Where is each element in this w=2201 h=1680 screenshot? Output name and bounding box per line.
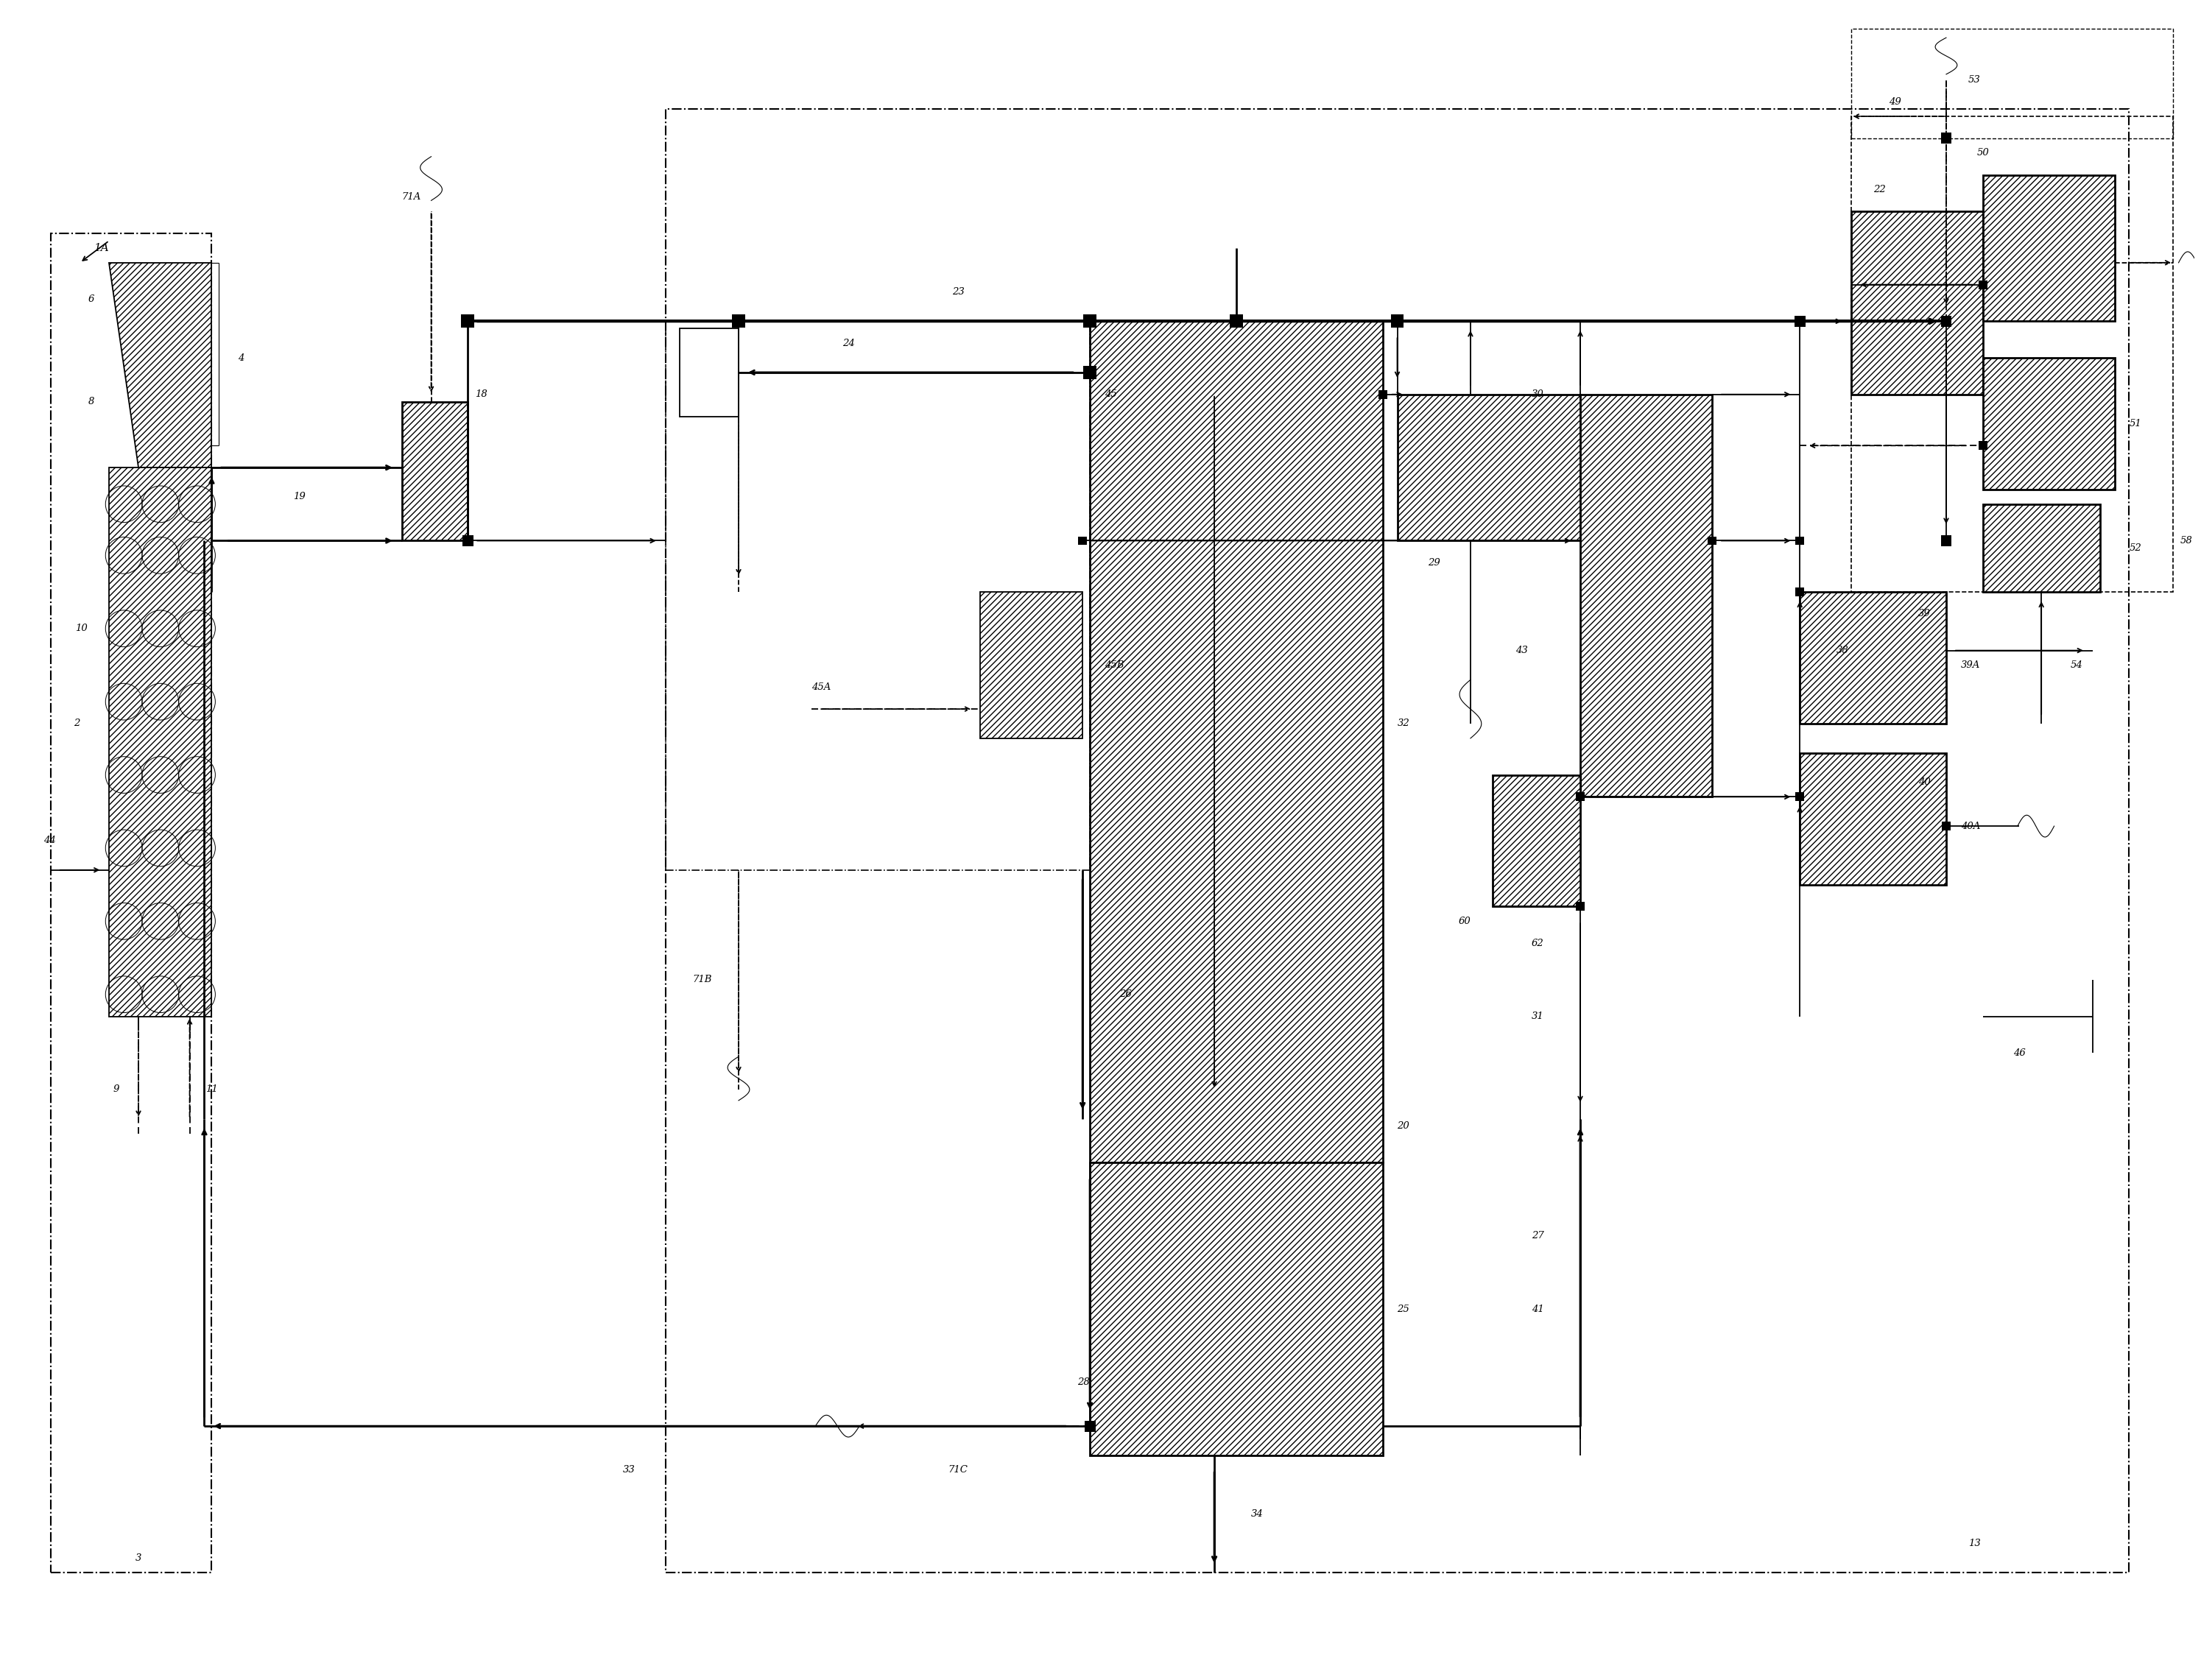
- Text: 9: 9: [114, 1085, 119, 1094]
- Text: 45B: 45B: [1105, 660, 1125, 670]
- Bar: [1796, 793, 1805, 801]
- Text: 22: 22: [1873, 185, 1886, 195]
- Bar: [110, 467, 211, 1016]
- Bar: [51, 234, 211, 1572]
- Bar: [1708, 536, 1717, 544]
- Text: 40: 40: [1917, 778, 1930, 786]
- Text: 6: 6: [88, 294, 95, 304]
- Bar: [1796, 536, 1805, 544]
- Bar: [1796, 588, 1805, 596]
- Bar: [1078, 536, 1087, 544]
- Bar: [1089, 1163, 1382, 1455]
- Bar: [1580, 395, 1712, 796]
- Text: 38: 38: [1836, 645, 1849, 655]
- Text: 23: 23: [953, 287, 964, 297]
- Text: 58: 58: [2181, 536, 2192, 546]
- Bar: [680, 329, 740, 417]
- Polygon shape: [110, 262, 211, 467]
- Bar: [733, 314, 746, 328]
- Text: 45: 45: [1105, 390, 1116, 400]
- Text: 34: 34: [1250, 1509, 1263, 1519]
- Text: 2: 2: [73, 719, 79, 729]
- Text: 50: 50: [1976, 148, 1990, 158]
- Bar: [1941, 133, 1952, 144]
- Text: 44: 44: [44, 837, 55, 845]
- Bar: [1794, 316, 1805, 326]
- Bar: [1576, 793, 1585, 801]
- Bar: [403, 402, 469, 541]
- Bar: [1083, 366, 1096, 380]
- Bar: [979, 591, 1083, 738]
- Bar: [1800, 591, 1946, 724]
- Bar: [1230, 314, 1244, 328]
- Bar: [1851, 116, 2172, 591]
- Text: 46: 46: [2014, 1048, 2025, 1058]
- Text: 28: 28: [1078, 1378, 1089, 1388]
- Text: 19: 19: [293, 492, 306, 502]
- Bar: [1851, 212, 1983, 395]
- Text: 52: 52: [2128, 543, 2142, 553]
- Bar: [1941, 822, 1950, 830]
- Bar: [1983, 504, 2100, 591]
- Text: 71C: 71C: [949, 1465, 968, 1475]
- Bar: [1851, 29, 2172, 138]
- Text: 1A: 1A: [95, 244, 110, 254]
- Bar: [1796, 793, 1805, 801]
- Bar: [1085, 1421, 1096, 1431]
- Bar: [1979, 281, 1988, 289]
- Text: 13: 13: [1968, 1539, 1981, 1547]
- Bar: [1083, 314, 1096, 328]
- Text: 4: 4: [238, 353, 244, 363]
- Bar: [1391, 314, 1404, 328]
- Bar: [1492, 774, 1580, 907]
- Text: 33: 33: [623, 1465, 634, 1475]
- Bar: [1941, 536, 1952, 546]
- Text: 51: 51: [2128, 418, 2142, 428]
- Text: 40A: 40A: [1961, 822, 1981, 832]
- Text: 18: 18: [475, 390, 486, 400]
- Bar: [1576, 902, 1585, 911]
- Text: 49: 49: [1888, 97, 1902, 106]
- Text: 32: 32: [1398, 719, 1409, 729]
- Bar: [1800, 753, 1946, 885]
- Text: 60: 60: [1457, 916, 1470, 926]
- Bar: [1983, 358, 2115, 489]
- Text: 24: 24: [843, 338, 854, 348]
- Text: 10: 10: [75, 623, 88, 633]
- Bar: [665, 321, 1089, 870]
- Text: 71A: 71A: [403, 192, 420, 202]
- Text: 62: 62: [1532, 939, 1543, 948]
- Bar: [1979, 442, 1988, 450]
- Text: 45A: 45A: [812, 682, 832, 692]
- Text: 30: 30: [1532, 390, 1543, 400]
- Text: 27: 27: [1532, 1231, 1543, 1240]
- Bar: [1398, 395, 1580, 541]
- Bar: [462, 536, 473, 546]
- Bar: [1941, 316, 1952, 326]
- Bar: [1089, 321, 1382, 1163]
- Text: 29: 29: [1428, 558, 1439, 568]
- Bar: [1085, 1421, 1096, 1431]
- Text: 54: 54: [2071, 660, 2082, 670]
- Bar: [1378, 390, 1387, 398]
- Text: 20: 20: [1398, 1121, 1409, 1131]
- Text: 26: 26: [1118, 990, 1131, 1000]
- Text: 53: 53: [1968, 76, 1981, 84]
- Text: 8: 8: [88, 396, 95, 407]
- Text: 71B: 71B: [693, 974, 711, 984]
- Text: 11: 11: [205, 1085, 218, 1094]
- Text: 3: 3: [134, 1552, 141, 1562]
- Bar: [665, 109, 2128, 1572]
- Text: 39A: 39A: [1961, 660, 1981, 670]
- Text: 39: 39: [1917, 610, 1930, 618]
- Text: 43: 43: [1516, 645, 1527, 655]
- Text: 25: 25: [1398, 1304, 1409, 1314]
- Text: 31: 31: [1532, 1011, 1543, 1021]
- Bar: [1391, 314, 1404, 328]
- Text: 41: 41: [1532, 1304, 1543, 1314]
- Bar: [462, 314, 475, 328]
- Bar: [1983, 175, 2115, 321]
